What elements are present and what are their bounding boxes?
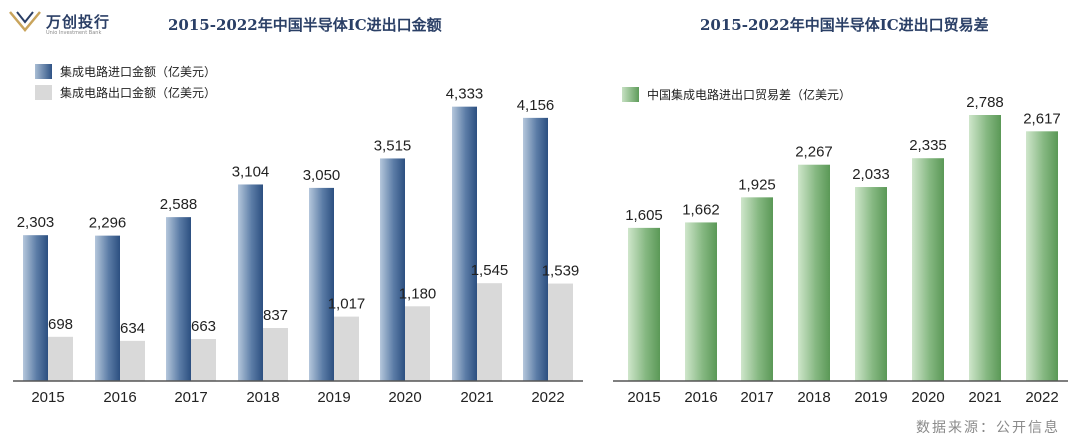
bar-import-2022 [523, 117, 548, 381]
value-label-export-2018: 837 [263, 307, 288, 324]
logo-name: 万创投行 [46, 13, 111, 31]
bar-export-2015 [48, 336, 73, 381]
data-source: 数据来源：公开信息 [916, 420, 1060, 436]
value-label-import-2022: 4,156 [517, 97, 555, 114]
bar-balance-2021 [969, 115, 1001, 381]
value-label-balance-2018: 2,267 [795, 144, 833, 161]
bar-balance-2020 [912, 158, 944, 381]
value-label-import-2017: 2,588 [160, 196, 198, 213]
bar-balance-2019 [855, 187, 887, 381]
x-tick-right-2018: 2018 [797, 389, 830, 406]
legend-swatch-export [35, 85, 52, 100]
value-label-balance-2017: 1,925 [738, 176, 776, 193]
x-tick-left-2020: 2020 [388, 389, 421, 406]
x-tick-right-2019: 2019 [854, 389, 887, 406]
legend-balance: 中国集成电路进出口贸易差（亿美元） [622, 86, 851, 103]
x-tick-right-2016: 2016 [684, 389, 717, 406]
x-tick-right-2020: 2020 [911, 389, 944, 406]
legend-label-balance: 中国集成电路进出口贸易差（亿美元） [647, 88, 852, 102]
value-label-import-2015: 2,303 [17, 214, 55, 231]
bar-import-2021 [452, 106, 477, 382]
chart-title-trade-amount: 2015-2022年中国半导体IC进出口金额 [168, 16, 442, 34]
value-label-balance-2019: 2,033 [852, 166, 890, 183]
value-label-import-2016: 2,296 [89, 215, 127, 232]
bar-export-2017 [191, 339, 216, 381]
bar-balance-2015 [628, 227, 660, 381]
value-label-balance-2020: 2,335 [909, 137, 947, 154]
x-tick-left-2018: 2018 [246, 389, 279, 406]
bar-balance-2022 [1026, 131, 1058, 381]
logo-mark-icon [9, 11, 41, 32]
x-tick-left-2015: 2015 [31, 389, 64, 406]
bar-export-2018 [263, 328, 288, 381]
x-tick-left-2016: 2016 [103, 389, 136, 406]
value-label-export-2016: 634 [120, 320, 145, 337]
legend-swatch-balance [622, 87, 639, 102]
logo-subtitle: Unio Investment Bank [46, 30, 102, 36]
value-label-export-2015: 698 [48, 316, 73, 333]
bar-balance-2018 [798, 164, 830, 381]
bar-import-2019 [309, 187, 334, 381]
bar-import-2016 [95, 235, 120, 381]
bar-balance-2017 [741, 197, 773, 381]
value-label-export-2021: 1,545 [471, 262, 509, 279]
value-label-export-2022: 1,539 [542, 263, 580, 280]
bar-import-2017 [166, 217, 191, 381]
bar-export-2020 [405, 306, 430, 381]
bar-export-2019 [334, 316, 359, 381]
bar-import-2020 [380, 158, 405, 381]
bar-import-2015 [23, 235, 48, 381]
x-tick-right-2015: 2015 [627, 389, 660, 406]
value-label-import-2021: 4,333 [446, 86, 484, 103]
x-tick-right-2021: 2021 [968, 389, 1001, 406]
legend-export: 集成电路出口金额（亿美元） [35, 84, 216, 101]
x-tick-left-2021: 2021 [460, 389, 493, 406]
value-label-import-2018: 3,104 [232, 163, 270, 180]
bar-export-2022 [548, 283, 573, 381]
x-tick-left-2022: 2022 [531, 389, 564, 406]
x-tick-left-2019: 2019 [317, 389, 350, 406]
x-tick-right-2017: 2017 [740, 389, 773, 406]
legend-label-export: 集成电路出口金额（亿美元） [60, 86, 217, 100]
value-label-export-2019: 1,017 [328, 296, 366, 313]
legend-label-import: 集成电路进口金额（亿美元） [60, 65, 217, 79]
bar-balance-2016 [685, 222, 717, 381]
bar-export-2016 [120, 340, 145, 381]
legend-import: 集成电路进口金额（亿美元） [35, 63, 216, 80]
logo: 万创投行 Unio Investment Bank [8, 8, 118, 38]
x-tick-right-2022: 2022 [1025, 389, 1058, 406]
value-label-import-2020: 3,515 [374, 137, 412, 154]
chart-title-trade-balance: 2015-2022年中国半导体IC进出口贸易差 [700, 16, 989, 34]
value-label-export-2020: 1,180 [399, 285, 437, 302]
bar-export-2021 [477, 283, 502, 381]
value-label-export-2017: 663 [191, 318, 216, 335]
value-label-balance-2015: 1,605 [625, 207, 663, 224]
legend-swatch-import [35, 64, 52, 79]
x-tick-left-2017: 2017 [174, 389, 207, 406]
value-label-import-2019: 3,050 [303, 167, 341, 184]
value-label-balance-2021: 2,788 [966, 94, 1004, 111]
value-label-balance-2022: 2,617 [1023, 110, 1061, 127]
value-label-balance-2016: 1,662 [682, 201, 720, 218]
bar-import-2018 [238, 184, 263, 381]
